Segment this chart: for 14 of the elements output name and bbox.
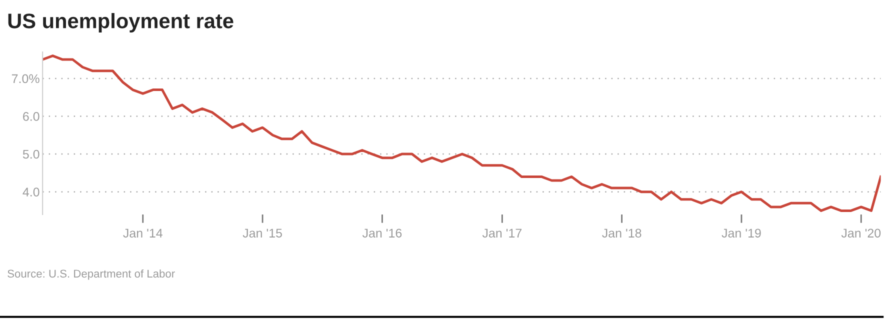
x-tick-label: Jan '15: [242, 228, 282, 238]
y-tick-label: 4.0: [22, 188, 40, 196]
x-tick-label: Jan '17: [482, 228, 522, 238]
y-tick-label: 5.0: [22, 150, 40, 159]
x-tick-label: Jan '20: [841, 228, 881, 238]
line-series: [42, 54, 881, 212]
x-tick-label: Jan '14: [123, 228, 162, 238]
y-tick-label: 7.0%: [12, 74, 40, 84]
source-note: Source: U.S. Department of Labor: [8, 269, 175, 280]
x-tick-label: Jan '16: [362, 228, 402, 238]
x-tick-label: Jan '19: [722, 228, 761, 238]
chart-title: US unemployment rate: [8, 13, 234, 32]
y-tick-label: 6.0: [23, 112, 40, 121]
x-tick-label: Jan '18: [602, 228, 642, 238]
